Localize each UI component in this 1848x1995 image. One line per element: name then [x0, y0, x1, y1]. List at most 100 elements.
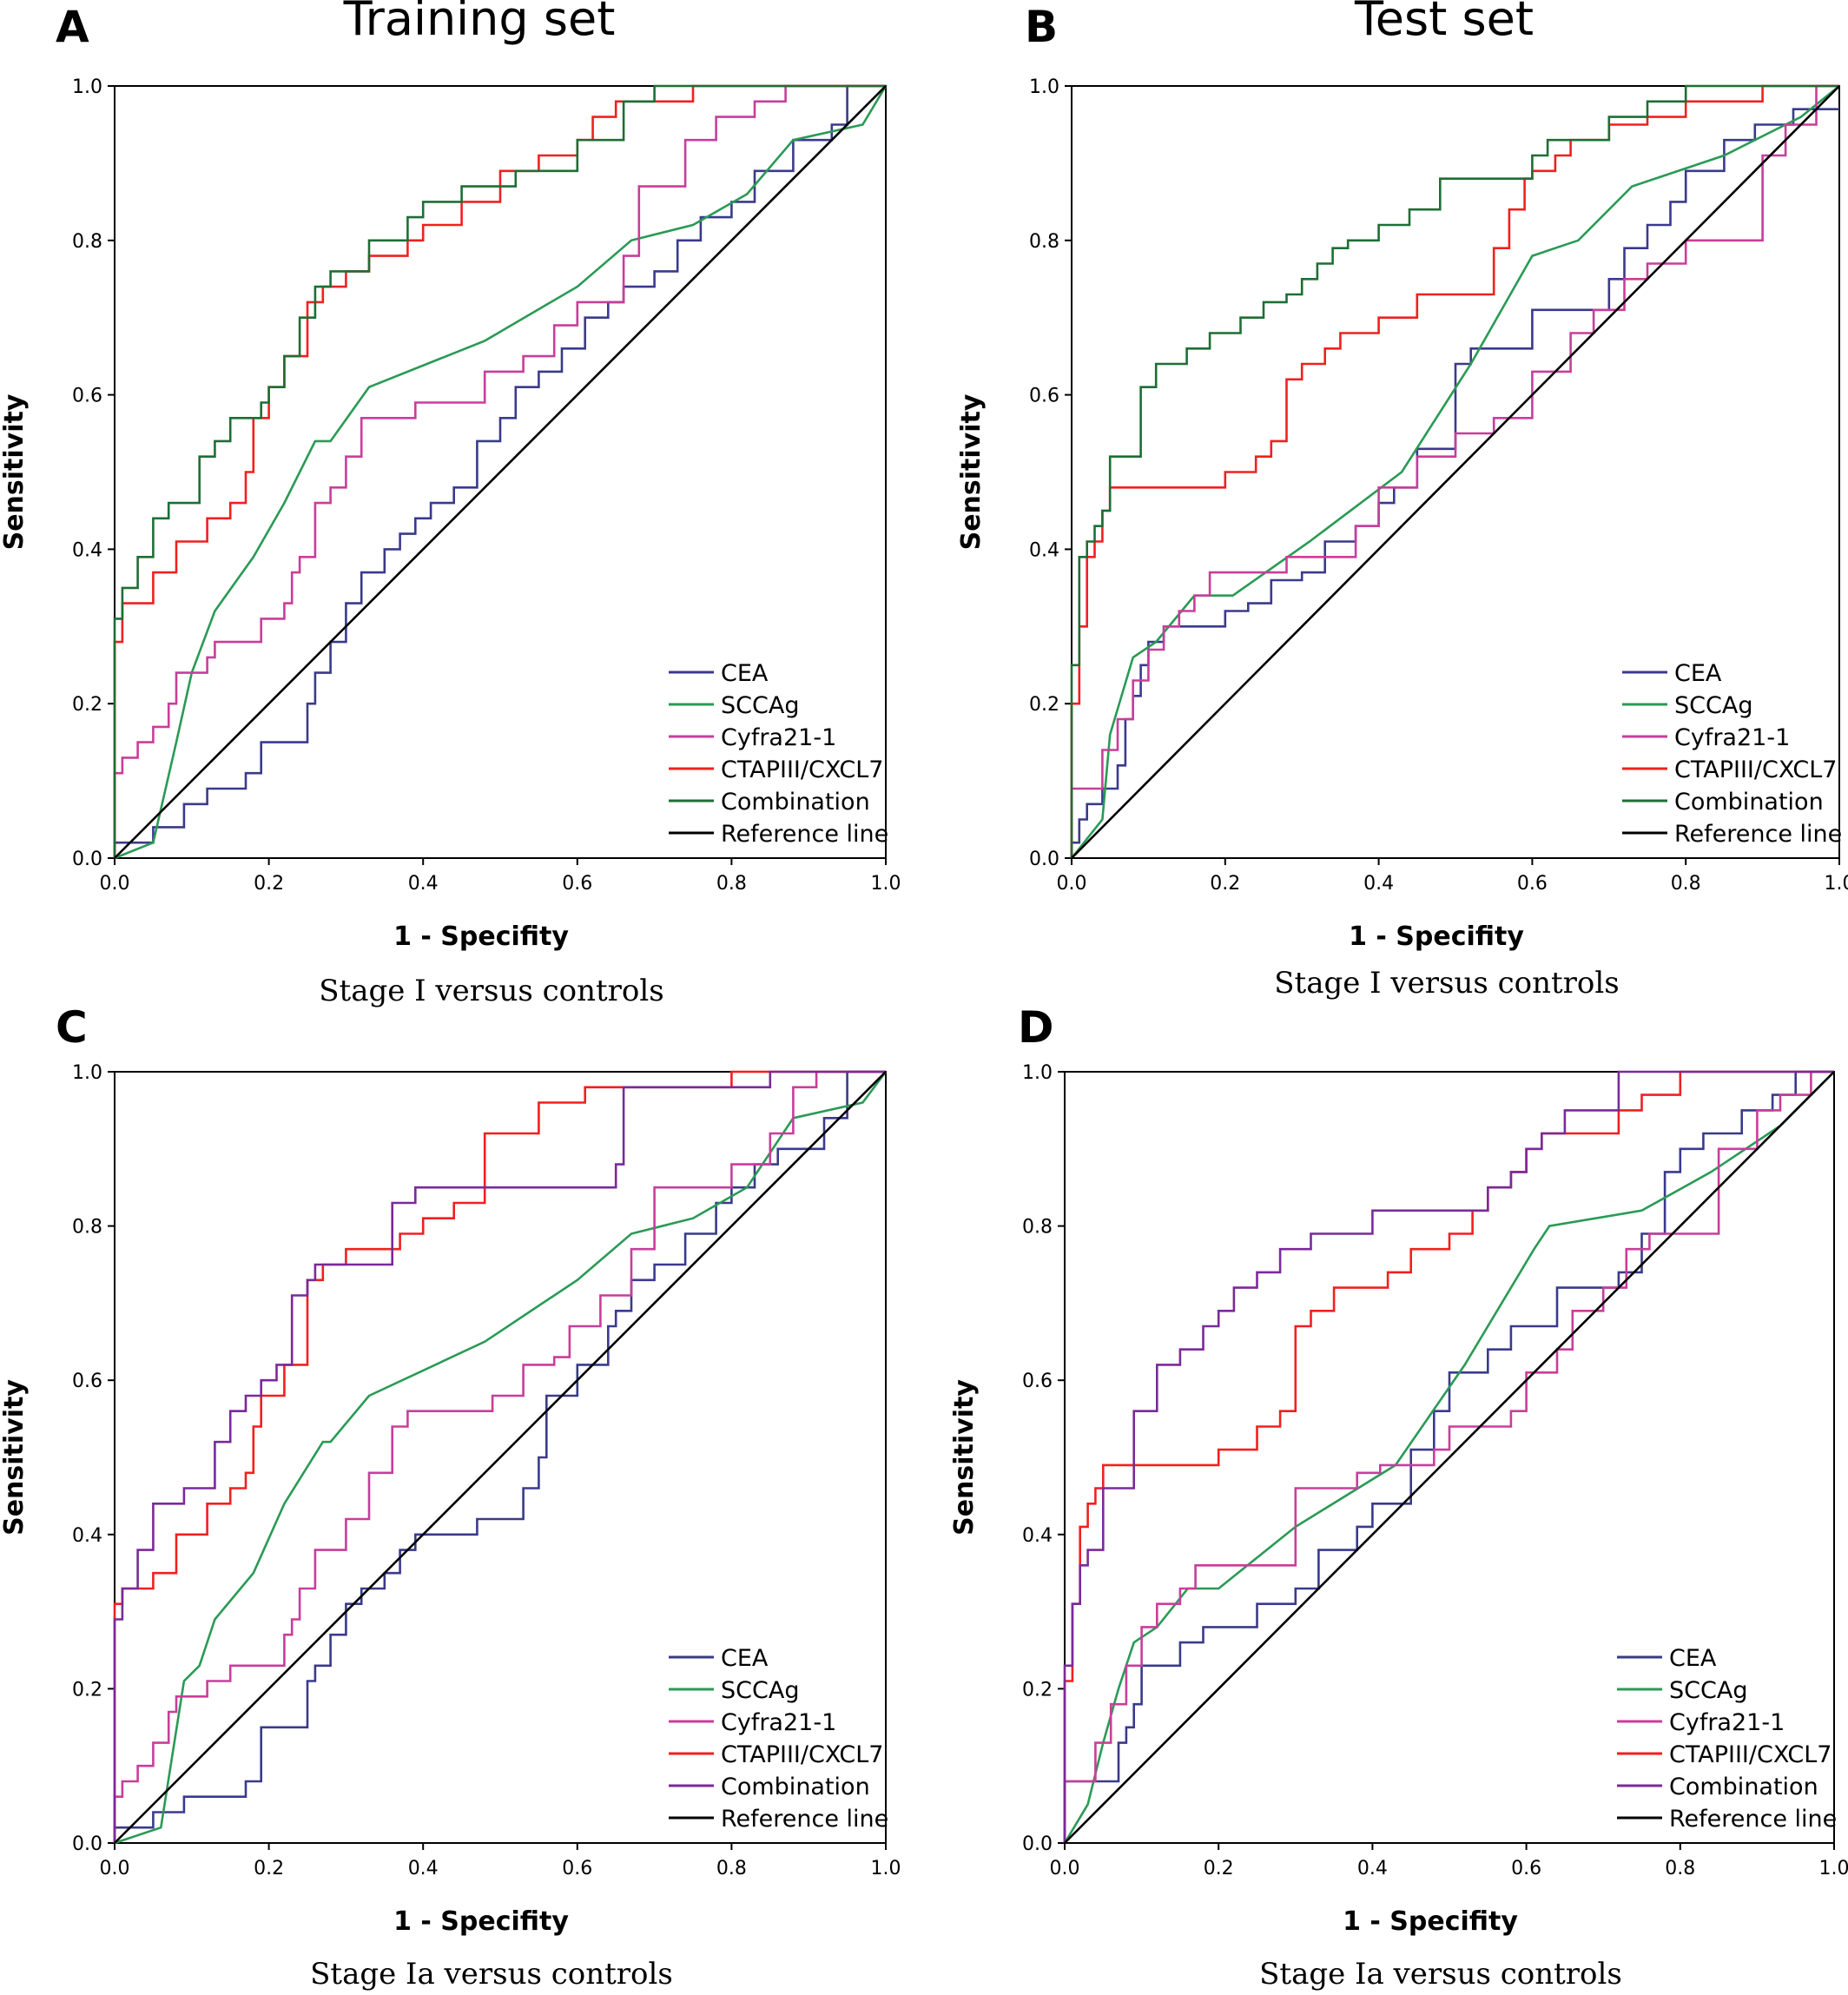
series-line-cea	[1063, 1070, 1834, 1843]
legend-label: Combination	[721, 1774, 870, 1800]
y-tick-label: 0.0	[72, 1833, 102, 1855]
panel-c: C 0.0 0.2 0.4 0.6 0.8 1.0 0.0 0.2 0.4 0.6 0.8 1.0 1 -…	[0, 1002, 901, 1992]
plot-frame-a	[114, 85, 887, 859]
series-line-cyfra21-1	[113, 1070, 886, 1843]
y-tick-label: 0.2	[1022, 1679, 1053, 1701]
series-line-reference-line	[114, 85, 887, 859]
series-line-ctapiii-cxcl7	[1063, 1070, 1834, 1843]
series-line-cyfra21-1	[113, 84, 886, 858]
y-tick-label: 0.4	[1029, 539, 1059, 561]
panel-letter-d: D	[1018, 1002, 1054, 1053]
x-tick-label: 0.0	[100, 1858, 130, 1879]
x-tick-label: 1.0	[1825, 873, 1848, 895]
panel-d: D 0.0 0.2 0.4 0.6 0.8 1.0 0.0 0.2 0.4 0.6 0.8 1.0 1 -…	[949, 1002, 1848, 1992]
plot-frame-d	[1064, 1071, 1835, 1844]
legend-label: Reference line	[721, 1806, 888, 1833]
series-line-combination	[113, 84, 886, 858]
x-tick-label: 0.6	[562, 1858, 592, 1879]
x-tick-label: 0.4	[1357, 1858, 1388, 1879]
legend-label: Cyfra21-1	[1674, 724, 1790, 751]
x-tick-label: 1.0	[871, 873, 901, 895]
legend-label: SCCAg	[721, 692, 799, 719]
y-tick-label: 0.8	[1029, 231, 1059, 253]
y-tick-label: 0.8	[72, 231, 102, 253]
x-tick-label: 0.8	[716, 873, 747, 895]
legend-label: Reference line	[1669, 1806, 1837, 1833]
legend-label: Combination	[1674, 789, 1824, 816]
y-tick-label: 0.2	[72, 694, 102, 716]
legend-label: CEA	[721, 660, 769, 687]
legend-label: Reference line	[1674, 821, 1842, 848]
panel-letter-b: B	[1025, 2, 1058, 52]
x-tick-label: 0.8	[1665, 1858, 1695, 1879]
column-title-training: Training set	[343, 0, 616, 46]
legend-label: CEA	[1674, 660, 1722, 687]
x-tick-label: 0.4	[408, 1858, 439, 1879]
y-tick-label: 0.0	[1029, 849, 1059, 870]
legend-label: SCCAg	[1674, 692, 1752, 719]
legend-label: CTAPIII/CXCL7	[721, 1741, 883, 1768]
legend-label: Cyfra21-1	[721, 1709, 836, 1736]
y-tick-label: 1.0	[72, 1062, 102, 1084]
legend-b: CEA SCCAg Cyfra21-1 CTAPIII/CXCL7 Combinatio…	[1622, 660, 1842, 848]
panel-caption: Stage Ia versus controls	[1259, 1957, 1622, 1992]
y-tick-label: 1.0	[1029, 76, 1059, 98]
y-tick-label: 0.0	[72, 849, 102, 870]
x-tick-label: 0.0	[1050, 1858, 1080, 1879]
y-tick-label: 0.4	[72, 1525, 102, 1547]
series-line-reference-line	[1071, 85, 1840, 859]
legend-label: Cyfra21-1	[721, 724, 836, 751]
plot-frame-c	[114, 1071, 887, 1844]
legend-label: CTAPIII/CXCL7	[721, 756, 883, 783]
panel-caption: Stage Ia versus controls	[310, 1957, 673, 1992]
x-tick-label: 0.4	[408, 873, 439, 895]
series-line-combination	[1063, 1070, 1834, 1843]
y-tick-label: 0.6	[72, 1371, 102, 1392]
y-tick-label: 0.4	[1022, 1525, 1053, 1547]
panel-a: A 0.0 0.2 0.4 0.6 0.8 1.0 0.0 0.2 0.4 0.6 0.8 1.0 1 -…	[0, 2, 901, 1008]
series-line-combination	[1070, 84, 1839, 858]
x-tick-label: 0.6	[1517, 873, 1548, 895]
x-tick-label: 0.0	[100, 873, 130, 895]
series-line-reference-line	[114, 1071, 887, 1844]
plot-frame-b	[1071, 85, 1840, 859]
y-axis-label: Sensitivity	[0, 1379, 30, 1536]
x-tick-label: 0.2	[1204, 1858, 1234, 1879]
legend-d: CEA SCCAg Cyfra21-1 CTAPIII/CXCL7 Combinatio…	[1617, 1645, 1837, 1833]
x-tick-label: 0.2	[254, 1858, 284, 1879]
series-line-sccag	[1070, 84, 1840, 859]
panel-b: B 0.0 0.2 0.4 0.6 0.8 1.0 0.0 0.2 0.4 0.6 0.8 1.0 1 -…	[956, 2, 1848, 1001]
y-tick-label: 1.0	[1022, 1062, 1053, 1084]
legend-label: SCCAg	[1669, 1677, 1747, 1704]
x-axis-label: 1 - Specifity	[393, 1906, 569, 1937]
y-tick-label: 0.6	[1022, 1371, 1053, 1392]
x-tick-label: 1.0	[1819, 1858, 1848, 1879]
series-line-combination	[113, 1070, 886, 1843]
legend-label: CTAPIII/CXCL7	[1674, 756, 1837, 783]
legend-label: SCCAg	[721, 1677, 799, 1704]
x-tick-label: 0.8	[716, 1858, 747, 1879]
panel-letter-c: C	[56, 1002, 88, 1053]
y-axis-label: Sensitivity	[949, 1379, 980, 1536]
legend-label: Combination	[721, 789, 870, 816]
y-tick-label: 0.6	[1029, 386, 1059, 407]
y-tick-label: 0.8	[1022, 1217, 1053, 1239]
y-tick-label: 0.2	[1029, 694, 1059, 716]
legend-label: Combination	[1669, 1774, 1818, 1800]
x-tick-label: 0.6	[562, 873, 592, 895]
x-tick-label: 0.4	[1363, 873, 1394, 895]
y-tick-label: 0.0	[1022, 1833, 1053, 1855]
x-tick-label: 0.6	[1511, 1858, 1541, 1879]
legend-label: CEA	[721, 1645, 769, 1672]
series-line-cyfra21-1	[1070, 84, 1839, 858]
y-tick-label: 1.0	[72, 76, 102, 98]
x-tick-label: 1.0	[871, 1858, 901, 1879]
x-axis-label: 1 - Specifity	[1349, 922, 1524, 952]
series-line-reference-line	[1064, 1071, 1835, 1844]
x-axis-label: 1 - Specifity	[1343, 1906, 1518, 1937]
series-line-cea	[113, 1070, 886, 1843]
series-line-sccag	[114, 85, 888, 860]
x-tick-label: 0.0	[1057, 873, 1087, 895]
